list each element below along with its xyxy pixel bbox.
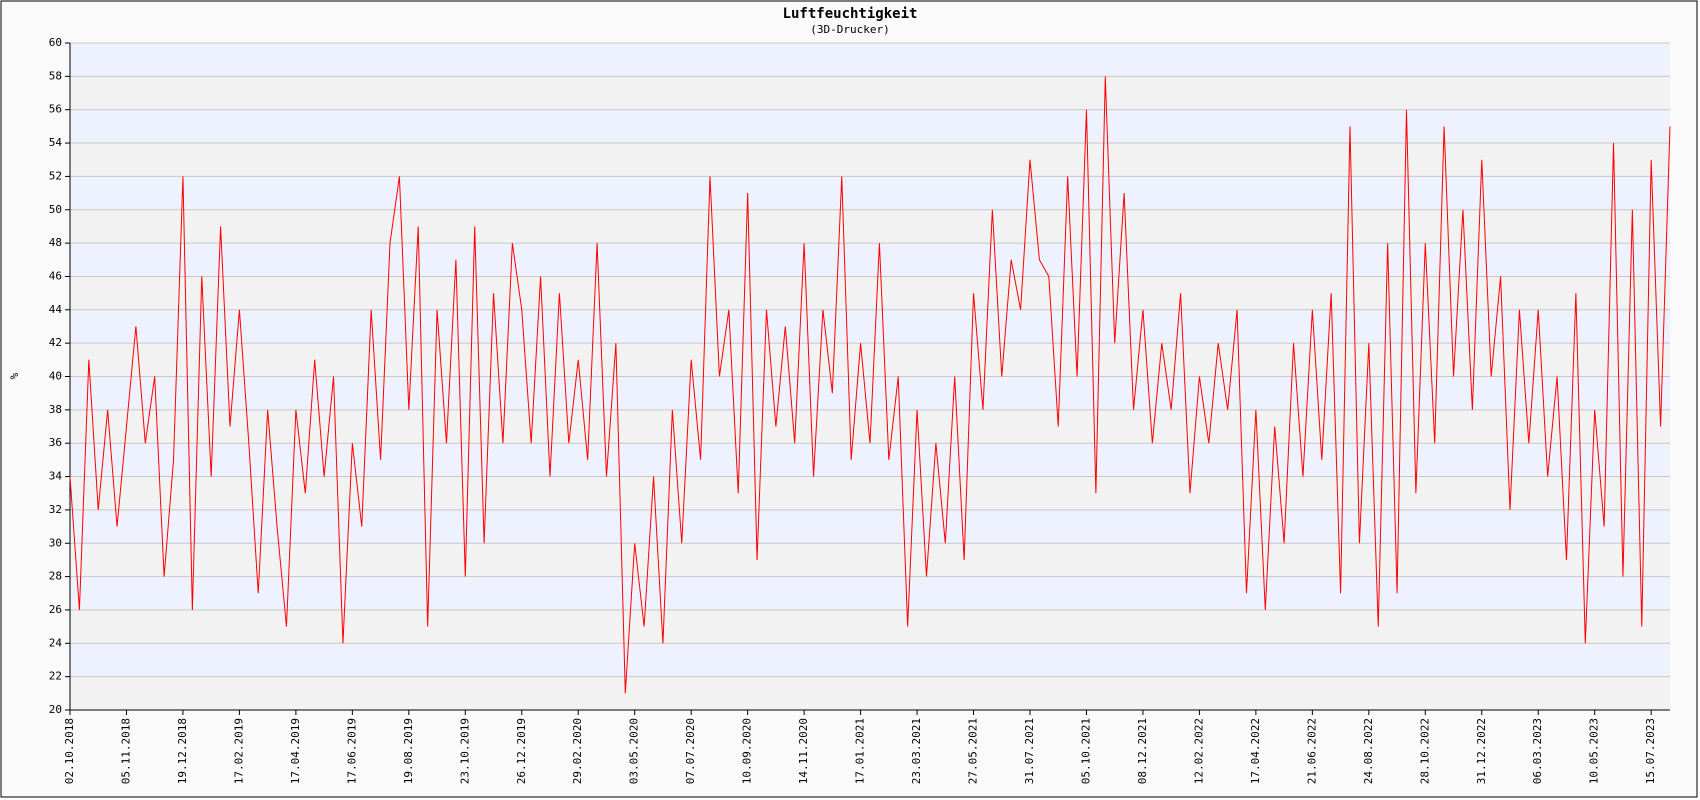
x-tick-label: 03.05.2020 [628,718,641,784]
x-tick-label: 31.07.2021 [1023,718,1036,784]
chart-title: Luftfeuchtigkeit [783,6,918,22]
y-tick-label: 42 [49,336,62,349]
band [70,576,1670,610]
x-tick-label: 29.02.2020 [571,718,584,784]
x-tick-label: 07.07.2020 [684,718,697,784]
x-tick-label: 14.11.2020 [797,718,810,784]
x-tick-label: 17.06.2019 [345,718,358,784]
x-tick-label: 12.02.2022 [1192,718,1205,784]
y-tick-label: 38 [49,403,62,416]
band [70,176,1670,210]
x-tick-label: 17.02.2019 [232,718,245,784]
band [70,476,1670,510]
y-tick-label: 40 [49,370,62,383]
band [70,509,1670,544]
y-tick-label: 32 [49,503,62,516]
x-tick-label: 17.01.2021 [854,718,867,784]
x-tick-label: 31.12.2022 [1475,718,1488,784]
x-tick-label: 05.11.2018 [119,718,132,784]
y-tick-label: 20 [49,703,62,716]
band [70,109,1670,144]
x-tick-label: 24.08.2022 [1362,718,1375,784]
y-tick-label: 28 [49,570,62,583]
band [70,343,1670,377]
y-tick-label: 46 [49,269,62,282]
x-tick-label: 23.03.2021 [910,718,923,784]
line [69,76,1671,694]
x-tick-label: 27.05.2021 [967,718,980,784]
band [70,643,1670,677]
band [70,143,1670,177]
x-tick-label: 23.10.2019 [458,718,471,784]
y-tick-label: 52 [49,169,62,182]
x-tick-label: 26.12.2019 [515,718,528,784]
x-tick-label: 02.10.2018 [63,718,76,784]
y-tick-label: 36 [49,436,62,449]
y-tick-label: 56 [49,103,62,116]
x-tick-label: 15.07.2023 [1644,718,1657,784]
y-tick-label: 22 [49,670,62,683]
band [70,243,1670,277]
y-tick-label: 50 [49,203,62,216]
y-tick-label: 54 [49,136,63,149]
band [70,209,1670,244]
band [70,76,1670,110]
x-tick-label: 17.04.2022 [1249,718,1262,784]
y-tick-label: 34 [49,470,63,483]
chart-subtitle: (3D-Drucker) [810,23,889,36]
band [70,376,1670,410]
band [70,609,1670,644]
y-tick-label: 60 [49,36,62,49]
band [70,309,1670,344]
x-tick-label: 19.12.2018 [176,718,189,784]
y-tick-label: 58 [49,69,62,82]
x-tick-label: 10.09.2020 [741,718,754,784]
band [70,676,1670,710]
x-tick-label: 21.06.2022 [1305,718,1318,784]
band [70,276,1670,310]
y-tick-label: 48 [49,236,62,249]
y-tick-label: 30 [49,536,62,549]
band [70,43,1670,77]
x-tick-label: 06.03.2023 [1531,718,1544,784]
x-tick-label: 10.05.2023 [1588,718,1601,784]
band [70,543,1670,577]
y-tick-label: 24 [49,636,63,649]
band [70,443,1670,477]
x-tick-label: 08.12.2021 [1136,718,1149,784]
y-tick-label: 26 [49,603,62,616]
y-tick-label: 44 [49,303,63,316]
x-tick-label: 19.08.2019 [402,718,415,784]
x-tick-label: 05.10.2021 [1079,718,1092,784]
x-tick-label: 17.04.2019 [289,718,302,784]
y-axis-label: % [8,372,21,379]
x-tick-label: 28.10.2022 [1418,718,1431,784]
